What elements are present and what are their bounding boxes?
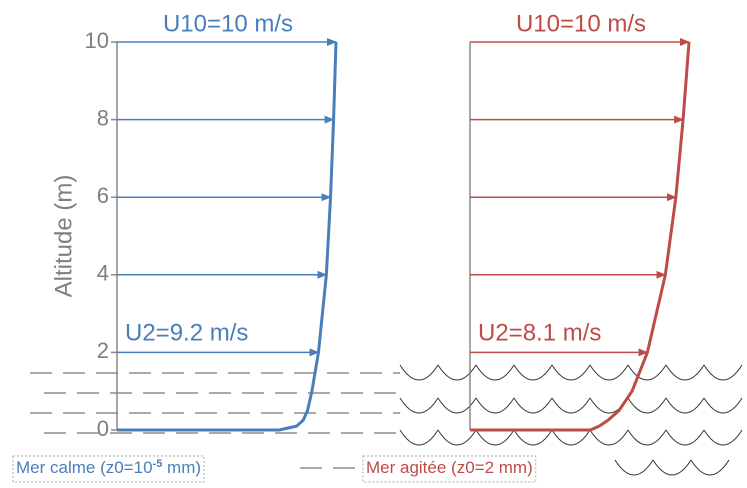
top-label: U10=10 m/s [516, 10, 646, 37]
caption-part: Mer agitée (z0=2 mm) [366, 458, 533, 477]
rough-sea-wave [399, 364, 743, 381]
wind-profile [117, 41, 338, 432]
caption-box [362, 455, 537, 483]
caption-box [12, 455, 205, 483]
rough-sea-wave [399, 397, 743, 414]
y-tick-label: 6 [97, 183, 109, 208]
caption: Mer calme (z0=10-5 mm) [16, 458, 201, 478]
y-axis-label: Altitude (m) [50, 175, 77, 298]
top-label: U10=10 m/s [163, 10, 293, 37]
caption-part: -5 [153, 458, 163, 470]
caption: Mer agitée (z0=2 mm) [366, 458, 533, 477]
wind-profile [470, 41, 691, 432]
y-tick-label: 4 [97, 261, 109, 286]
bottom-label: U2=9.2 m/s [125, 319, 248, 346]
y-tick-label: 0 [97, 416, 109, 441]
rough-sea-wave [614, 459, 730, 476]
y-tick-label: 10 [85, 28, 109, 53]
y-tick-label: 2 [97, 338, 109, 363]
bottom-label: U2=8.1 m/s [478, 319, 601, 346]
rough-sea-wave [399, 429, 743, 446]
caption-part: mm) [162, 458, 201, 477]
caption-part: Mer calme (z0=10 [16, 458, 153, 477]
sea-decoration [30, 364, 743, 476]
y-tick-label: 8 [97, 105, 109, 130]
